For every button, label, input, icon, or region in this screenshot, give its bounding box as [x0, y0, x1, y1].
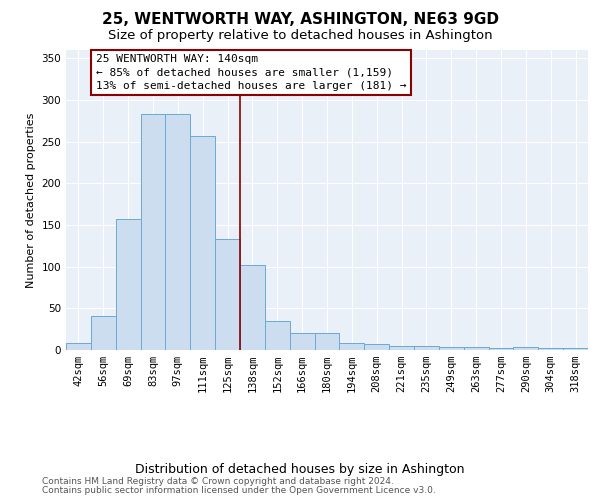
- Bar: [166, 114, 190, 350]
- Bar: [563, 348, 588, 350]
- Bar: [265, 321, 290, 350]
- Text: 25 WENTWORTH WAY: 140sqm
← 85% of detached houses are smaller (1,159)
13% of sem: 25 WENTWORTH WAY: 140sqm ← 85% of detach…: [96, 54, 406, 90]
- Bar: [91, 316, 116, 350]
- Text: Contains HM Land Registry data © Crown copyright and database right 2024.: Contains HM Land Registry data © Crown c…: [42, 477, 394, 486]
- Y-axis label: Number of detached properties: Number of detached properties: [26, 112, 36, 288]
- Text: Contains public sector information licensed under the Open Government Licence v3: Contains public sector information licen…: [42, 486, 436, 495]
- Bar: [389, 346, 414, 350]
- Bar: [240, 265, 265, 350]
- Text: 25, WENTWORTH WAY, ASHINGTON, NE63 9GD: 25, WENTWORTH WAY, ASHINGTON, NE63 9GD: [101, 12, 499, 28]
- Bar: [340, 344, 364, 350]
- Bar: [439, 346, 464, 350]
- Bar: [464, 346, 488, 350]
- Bar: [290, 334, 314, 350]
- Bar: [314, 334, 340, 350]
- Text: Size of property relative to detached houses in Ashington: Size of property relative to detached ho…: [107, 29, 493, 42]
- Bar: [190, 136, 215, 350]
- Bar: [215, 239, 240, 350]
- Text: Distribution of detached houses by size in Ashington: Distribution of detached houses by size …: [135, 462, 465, 475]
- Bar: [66, 344, 91, 350]
- Bar: [488, 348, 514, 350]
- Bar: [364, 344, 389, 350]
- Bar: [116, 219, 140, 350]
- Bar: [414, 346, 439, 350]
- Bar: [538, 348, 563, 350]
- Bar: [140, 114, 166, 350]
- Bar: [514, 346, 538, 350]
